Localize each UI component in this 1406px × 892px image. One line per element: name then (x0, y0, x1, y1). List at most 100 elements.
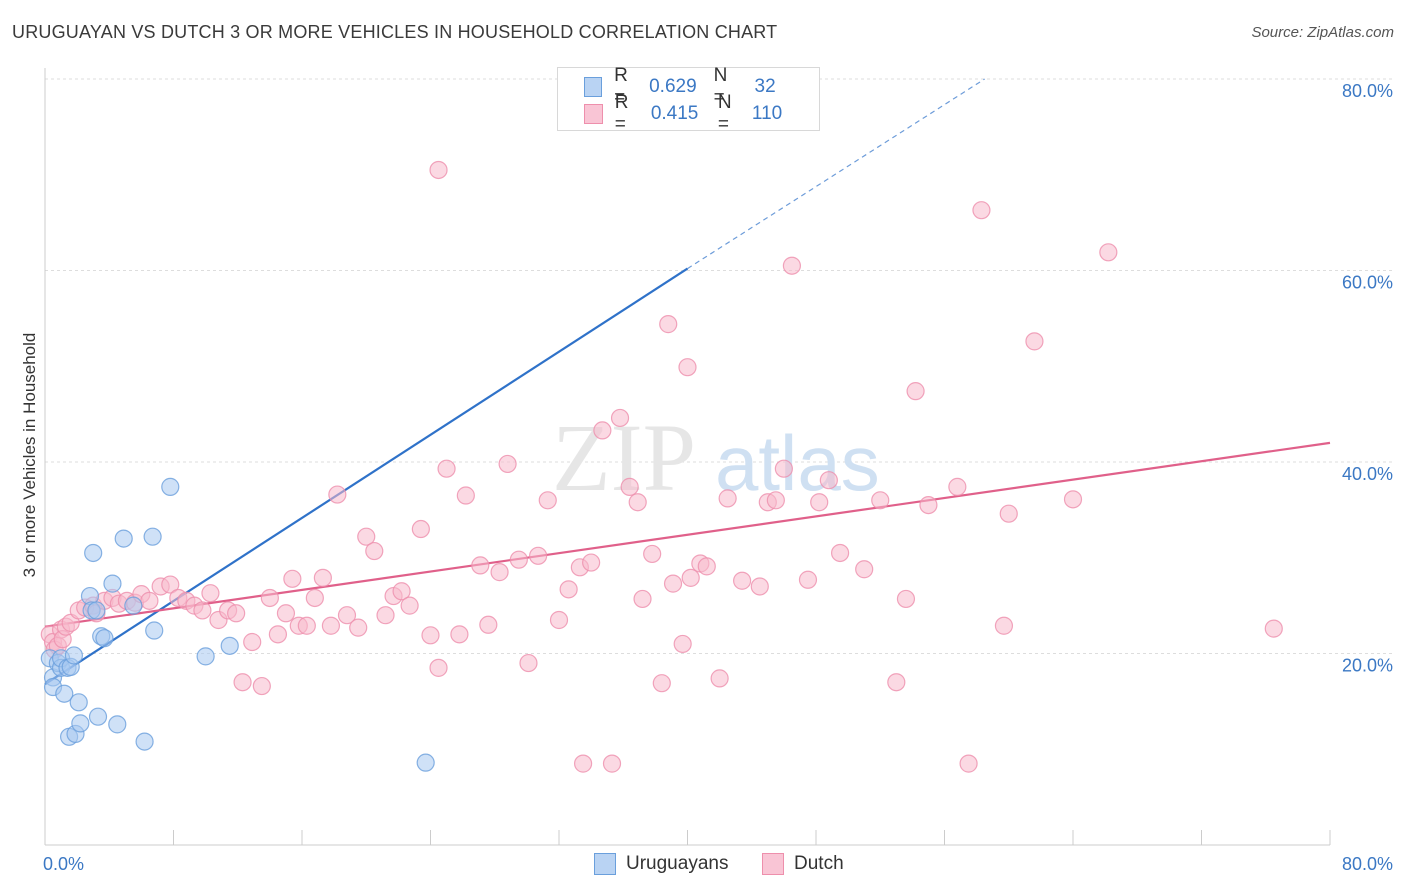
dutch-point (429, 160, 448, 180)
legend-r-label: R = (614, 92, 629, 135)
dutch-point (959, 754, 978, 773)
dutch-point (733, 571, 752, 590)
dutch-point (193, 601, 212, 620)
dutch-point (313, 568, 332, 587)
dutch-point (400, 596, 419, 615)
dutch-point (509, 550, 528, 569)
uruguayans-point (114, 529, 133, 548)
uruguayans-swatch (584, 77, 603, 97)
dutch-point (1063, 490, 1083, 509)
stats-legend: R = 0.629 N = 32 R = 0.415 N = 110 (557, 65, 820, 135)
dutch-point (498, 454, 517, 474)
uruguayans-point (95, 629, 114, 648)
dutch-point (948, 477, 967, 496)
dutch-point (549, 610, 569, 630)
uruguayans-point (55, 684, 74, 703)
dutch-point (697, 557, 716, 576)
x-tick-label-min: 0.0% (43, 854, 84, 874)
dutch-point (871, 491, 890, 510)
source-note: Source: ZipAtlas.com (1251, 24, 1394, 41)
dutch-point (140, 591, 159, 610)
dutch-point (628, 493, 647, 512)
dutch-point (411, 519, 430, 539)
dutch-point (994, 616, 1014, 635)
uruguayans-point (69, 693, 88, 712)
dutch-point (819, 471, 838, 490)
watermark: ZIP atlas (552, 404, 880, 511)
uruguayans-point (145, 621, 164, 640)
dutch-point (652, 674, 671, 693)
uruguayans-point (196, 647, 215, 666)
legend-item-uruguayans[interactable]: Uruguayans (594, 852, 728, 876)
dutch-point (376, 606, 395, 625)
dutch-point (643, 544, 662, 564)
dutch-trend-line (44, 441, 1331, 628)
dutch-point (919, 495, 938, 515)
y-tick-label: 40.0% (1342, 464, 1393, 484)
watermark-atlas: atlas (715, 419, 880, 507)
dutch-point (810, 493, 829, 512)
chart-title: URUGUAYAN VS DUTCH 3 OR MORE VEHICLES IN… (12, 22, 778, 42)
legend-n-label: N = (717, 92, 732, 135)
dutch-point (593, 421, 612, 440)
uruguayans-point (135, 732, 154, 751)
dutch-point (490, 563, 509, 582)
dutch-point (276, 604, 296, 623)
axis-layer (44, 68, 1331, 846)
legend-row-dutch: R = 0.415 N = 110 (584, 92, 819, 135)
uruguayans-point (143, 527, 162, 546)
dutch-point (681, 568, 700, 587)
dutch-point (529, 546, 548, 565)
uruguayans-point (84, 543, 103, 563)
dutch-point (429, 658, 448, 677)
dutch-point (718, 489, 737, 508)
dutch-point (337, 606, 357, 625)
dutch-point (260, 588, 279, 608)
dutch-point (252, 676, 271, 696)
dutch-point (678, 358, 697, 377)
dutch-point (659, 315, 678, 334)
uruguayans-point (71, 714, 90, 733)
legend-n-value: 32 (754, 76, 776, 97)
dutch-point (519, 653, 538, 673)
dutch-point (268, 625, 288, 644)
legend-r-label: R = (614, 65, 628, 108)
dutch-point (582, 553, 601, 572)
dutch-point (887, 673, 906, 692)
dutch-point (710, 669, 729, 688)
dutch-point (421, 626, 440, 645)
dutch-point (673, 634, 692, 654)
legend-r-value: 0.629 (649, 76, 697, 97)
uruguayans-point (220, 636, 239, 655)
dutch-point (479, 615, 498, 634)
dutch-point (798, 570, 818, 589)
dutch-point (774, 459, 793, 478)
y-tick-label: 80.0% (1342, 81, 1393, 101)
uruguayans-point (416, 753, 435, 772)
legend-n-value: 110 (751, 103, 783, 124)
dutch-point (906, 382, 925, 401)
dutch-point (456, 486, 475, 505)
dutch-point (972, 201, 991, 220)
dutch-point (297, 616, 316, 635)
uruguayans-legend-swatch (594, 853, 616, 875)
dutch-swatch (584, 104, 603, 124)
dutch-point (602, 754, 622, 773)
dutch-point (559, 580, 578, 599)
dutch-point (538, 491, 557, 510)
dutch-point (283, 569, 302, 588)
dutch-point (392, 582, 411, 601)
dutch-point (161, 575, 180, 594)
dutch-point (896, 589, 916, 609)
uruguayans-point (108, 715, 127, 734)
dutch-point (305, 588, 324, 608)
dutch-point (610, 408, 630, 428)
dutch-point (437, 459, 456, 478)
uruguayans-point (124, 596, 143, 615)
dutch-point (365, 541, 384, 561)
dutch-legend-swatch (762, 853, 784, 875)
dutch-point (620, 477, 639, 496)
trend-layer (44, 78, 1331, 686)
legend-item-dutch[interactable]: Dutch (762, 852, 844, 876)
